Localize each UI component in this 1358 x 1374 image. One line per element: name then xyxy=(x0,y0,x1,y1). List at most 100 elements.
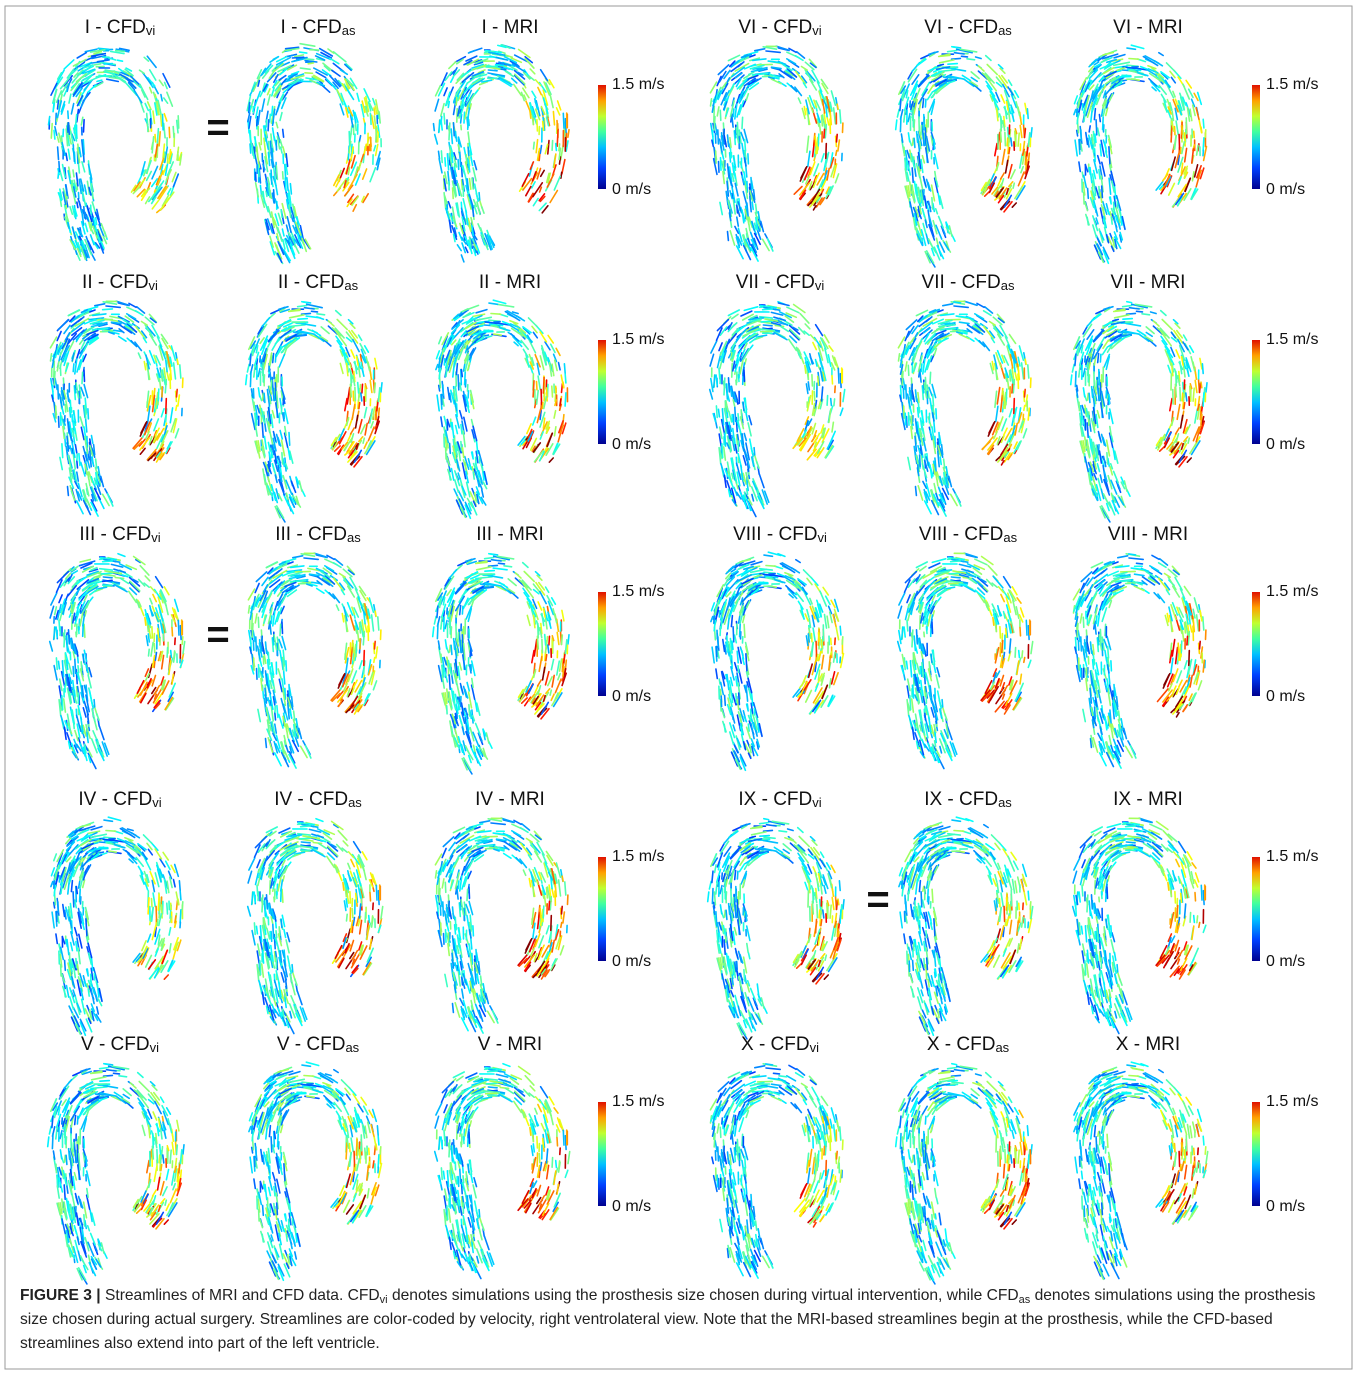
streamline xyxy=(434,124,435,131)
colorbar xyxy=(598,592,606,696)
streamline xyxy=(437,606,438,617)
streamline xyxy=(138,353,140,358)
streamline xyxy=(275,383,276,399)
streamline xyxy=(304,558,318,559)
streamline xyxy=(250,372,251,387)
streamline xyxy=(77,460,78,468)
streamline xyxy=(62,696,63,710)
streamline xyxy=(162,905,163,918)
streamline xyxy=(461,442,462,451)
streamline xyxy=(257,406,259,413)
streamline xyxy=(297,991,302,1004)
streamline xyxy=(538,88,541,95)
streamline xyxy=(530,111,531,119)
streamline xyxy=(441,151,442,163)
streamline xyxy=(351,350,355,358)
streamline xyxy=(91,235,95,245)
streamline xyxy=(161,198,170,210)
streamline xyxy=(182,902,183,909)
streamline xyxy=(144,362,145,370)
streamline xyxy=(272,337,279,350)
streamline xyxy=(447,154,448,170)
streamline xyxy=(359,661,362,669)
streamline xyxy=(442,665,443,676)
streamline xyxy=(488,70,497,71)
panel-label-text: II - CFD xyxy=(278,272,345,293)
streamline xyxy=(446,447,447,459)
streamline xyxy=(121,578,129,583)
streamline xyxy=(555,427,556,436)
streamline xyxy=(155,653,156,661)
streamline xyxy=(257,885,258,896)
streamline xyxy=(461,370,462,377)
streamline xyxy=(180,365,181,378)
streamline xyxy=(470,650,471,657)
streamline xyxy=(169,928,171,935)
streamline xyxy=(269,353,271,365)
streamline xyxy=(435,854,441,865)
streamline xyxy=(549,621,551,628)
streamline xyxy=(532,326,537,332)
streamline xyxy=(91,503,98,517)
streamline xyxy=(148,934,151,942)
streamline xyxy=(449,220,451,232)
streamline xyxy=(264,393,265,402)
streamline xyxy=(97,742,103,756)
streamline xyxy=(370,893,371,901)
streamline xyxy=(280,431,282,439)
streamline xyxy=(552,598,556,604)
streamline xyxy=(168,189,171,195)
streamline xyxy=(100,569,113,570)
streamline xyxy=(80,560,90,563)
streamline xyxy=(271,932,272,942)
streamline xyxy=(340,363,343,373)
streamline-image xyxy=(50,301,183,516)
streamline xyxy=(58,915,59,923)
streamline xyxy=(254,365,255,377)
streamline-image xyxy=(436,300,568,518)
streamline xyxy=(459,716,461,724)
streamline xyxy=(343,883,344,891)
streamline xyxy=(273,924,274,938)
streamline xyxy=(480,574,492,575)
streamline xyxy=(548,677,552,686)
streamline xyxy=(143,73,151,84)
streamline xyxy=(282,229,284,236)
streamline xyxy=(557,632,559,644)
streamline xyxy=(347,914,348,921)
streamline xyxy=(177,389,178,397)
streamline xyxy=(73,667,74,677)
streamline xyxy=(293,322,305,323)
streamline xyxy=(538,602,542,610)
panel-label-text: III - CFD xyxy=(275,524,347,545)
panel-label: I - CFDas xyxy=(281,17,356,38)
streamline xyxy=(76,383,79,398)
streamline xyxy=(549,458,553,462)
streamline xyxy=(356,415,358,428)
streamline xyxy=(359,136,360,142)
streamline xyxy=(283,240,285,249)
streamline xyxy=(103,561,113,562)
streamline xyxy=(83,880,85,888)
streamline xyxy=(449,675,450,689)
streamline xyxy=(332,822,343,830)
streamline xyxy=(568,130,569,138)
streamline xyxy=(97,714,99,721)
streamline xyxy=(493,568,507,570)
streamline xyxy=(106,831,116,832)
streamline xyxy=(556,144,557,151)
streamline xyxy=(340,574,346,578)
streamline xyxy=(346,899,347,907)
streamline xyxy=(449,472,450,480)
panel-label: II - CFDvi xyxy=(82,272,158,293)
streamline xyxy=(255,91,260,105)
streamline xyxy=(557,121,558,129)
streamline xyxy=(119,337,126,342)
streamline xyxy=(504,566,512,567)
streamline xyxy=(174,651,175,658)
streamline xyxy=(179,881,180,891)
streamline xyxy=(273,128,275,140)
streamline xyxy=(262,643,264,654)
streamline xyxy=(54,854,57,861)
streamline xyxy=(379,112,380,123)
